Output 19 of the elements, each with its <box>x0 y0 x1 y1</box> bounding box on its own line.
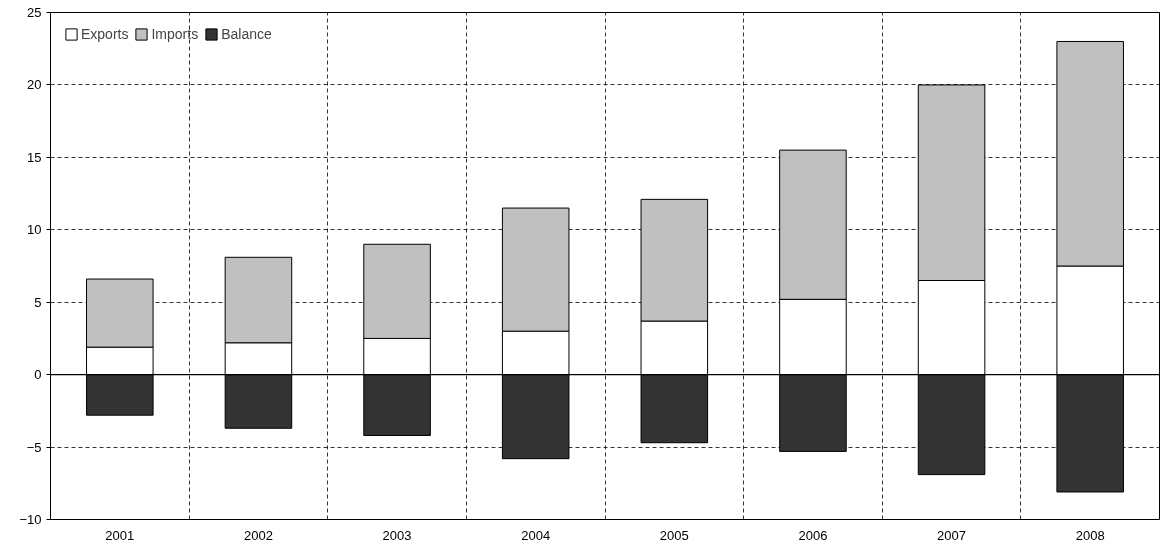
x-tick-label: 2008 <box>1075 527 1105 543</box>
legend-label: Imports <box>151 26 199 42</box>
y-tick-label: −5 <box>26 439 42 455</box>
x-tick-label: 2005 <box>659 527 689 543</box>
legend-label: Exports <box>81 26 129 42</box>
x-tick-label: 2001 <box>105 527 135 543</box>
y-tick-label: 15 <box>27 149 42 165</box>
y-tick-label: 5 <box>34 294 42 310</box>
x-tick-label: 2002 <box>243 527 273 543</box>
y-tick-label: −10 <box>19 512 42 527</box>
x-tick-label: 2003 <box>382 527 412 543</box>
x-tick-label: 2006 <box>798 527 828 543</box>
y-tick-label: 10 <box>27 222 42 238</box>
y-tick-label: 25 <box>27 5 42 20</box>
x-tick-label: 2007 <box>937 527 967 543</box>
y-tick-label: 0 <box>34 367 42 383</box>
x-tick-label: 2004 <box>521 527 551 543</box>
legend-label: Balance <box>221 26 272 42</box>
y-tick-label: 20 <box>27 77 42 93</box>
